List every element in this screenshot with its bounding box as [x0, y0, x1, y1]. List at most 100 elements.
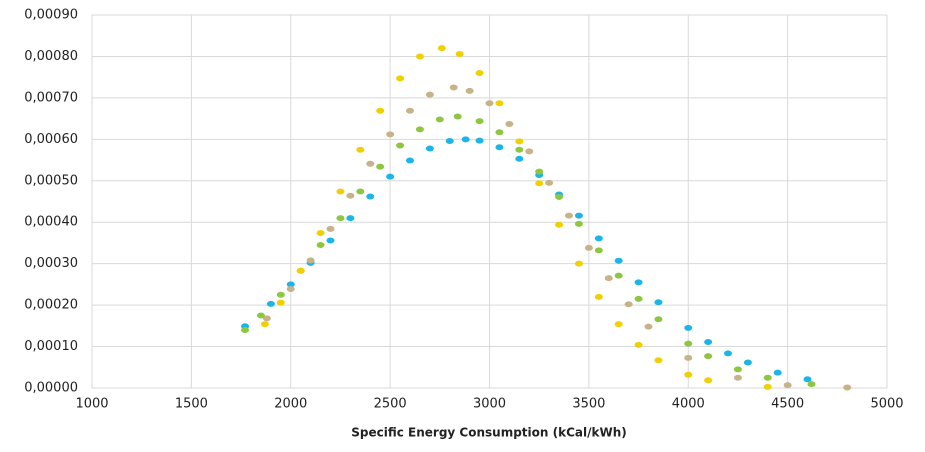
scatter-point [684, 354, 693, 361]
y-tick-label: 0,00090 [24, 8, 78, 23]
scatter-point [495, 100, 504, 107]
scatter-point [260, 321, 269, 328]
scatter-point [704, 377, 713, 384]
scatter-point [316, 242, 325, 249]
scatter-point [535, 168, 544, 175]
scatter-point [286, 285, 295, 292]
scatter-point [336, 188, 345, 195]
scatter-point [535, 180, 544, 187]
scatter-point [614, 257, 623, 264]
y-tick-label: 0,00010 [24, 339, 78, 354]
y-tick-label: 0,00050 [24, 173, 78, 188]
scatter-point [555, 221, 564, 228]
scatter-point [455, 50, 464, 57]
scatter-point [634, 279, 643, 286]
scatter-point [634, 341, 643, 348]
x-axis-label: Specific Energy Consumption (kCal/kWh) [351, 426, 626, 440]
scatter-point [843, 384, 852, 391]
scatter-point [743, 359, 752, 366]
scatter-point [594, 235, 603, 242]
x-tick-label: 3000 [473, 397, 506, 412]
x-tick-label: 3500 [572, 397, 605, 412]
scatter-point [415, 53, 424, 60]
y-tick-label: 0,00030 [24, 256, 78, 271]
scatter-point [594, 293, 603, 300]
x-tick-label: 2500 [374, 397, 407, 412]
scatter-point [565, 212, 573, 219]
scatter-point [356, 188, 365, 195]
scatter-point [306, 257, 315, 264]
scatter-point [356, 146, 365, 153]
scatter-point [505, 120, 514, 127]
scatter-point [262, 315, 271, 322]
scatter-point [515, 138, 524, 145]
scatter-point [763, 383, 772, 390]
scatter-point [485, 100, 494, 107]
scatter-point [515, 146, 524, 153]
scatter-point [336, 215, 345, 222]
scatter-point [453, 113, 462, 120]
x-tick-label: 1000 [75, 397, 108, 412]
scatter-point [326, 237, 335, 244]
scatter-point [555, 193, 564, 200]
scatter-point [296, 267, 305, 274]
scatter-point [684, 324, 693, 331]
scatter-point [316, 229, 325, 236]
scatter-point [256, 312, 265, 319]
y-tick-label: 0,00070 [24, 90, 78, 105]
scatter-point [783, 382, 792, 389]
x-tick-label: 4500 [771, 397, 804, 412]
scatter-point [386, 131, 395, 138]
scatter-point [266, 300, 275, 307]
scatter-point [461, 136, 470, 143]
scatter-point [733, 366, 742, 373]
scatter-point [495, 129, 504, 136]
scatter-point [594, 247, 603, 254]
scatter-point [406, 107, 414, 114]
scatter-point [346, 192, 355, 199]
scatter-point [276, 299, 285, 306]
scatter-point [396, 142, 405, 149]
y-tick-label: 0,00000 [24, 381, 78, 396]
scatter-point [396, 75, 405, 82]
x-tick-label: 4000 [672, 397, 705, 412]
scatter-point [654, 316, 663, 323]
scatter-point [763, 374, 772, 381]
scatter-point [574, 260, 583, 267]
scatter-point [415, 126, 424, 133]
scatter-point [704, 353, 713, 360]
scatter-point [574, 212, 583, 219]
scatter-point [515, 155, 524, 162]
scatter-point [449, 84, 458, 91]
scatter-point [614, 272, 623, 279]
scatter-point [684, 340, 693, 347]
y-tick-label: 0,00080 [24, 49, 78, 64]
x-tick-label: 5000 [870, 397, 903, 412]
scatter-point [704, 338, 713, 345]
scatter-point [386, 173, 395, 180]
y-tick-label: 0,00040 [24, 215, 78, 230]
scatter-point [286, 281, 295, 288]
scatter-point [475, 118, 484, 125]
scatter-point [604, 275, 613, 282]
scatter-point [475, 70, 484, 77]
scatter-point [445, 137, 454, 144]
scatter-point [437, 45, 446, 52]
scatter-point [654, 299, 663, 306]
scatter-point [366, 160, 375, 167]
scatter-point [525, 148, 534, 155]
scatter-point [366, 193, 375, 200]
scatter-point [724, 350, 732, 357]
scatter-point [425, 91, 434, 98]
scatter-point [376, 163, 385, 170]
scatter-point [614, 321, 623, 328]
x-tick-label: 2000 [274, 397, 307, 412]
scatter-point [465, 87, 474, 94]
scatter-point [326, 225, 335, 232]
scatter-point [425, 145, 434, 152]
scatter-point [773, 369, 782, 376]
scatter-point [495, 144, 504, 151]
scatter-point [276, 291, 285, 298]
scatter-point [241, 326, 250, 333]
